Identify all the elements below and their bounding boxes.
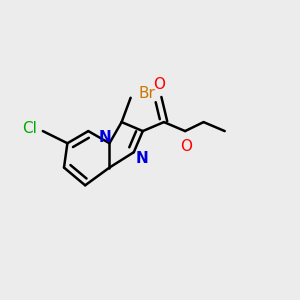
Text: Br: Br bbox=[139, 86, 156, 101]
Text: O: O bbox=[181, 139, 193, 154]
Text: N: N bbox=[136, 152, 148, 166]
Text: Cl: Cl bbox=[22, 121, 38, 136]
Text: N: N bbox=[99, 130, 112, 145]
Text: O: O bbox=[154, 77, 166, 92]
